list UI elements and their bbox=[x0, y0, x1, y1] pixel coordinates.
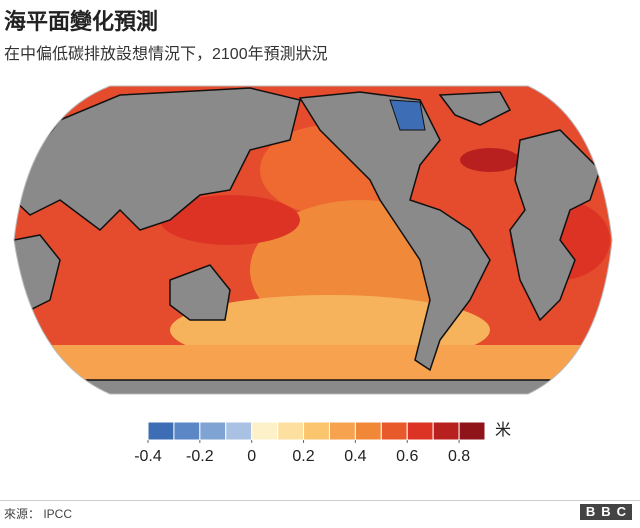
tick-label: 0 bbox=[247, 448, 256, 465]
color-bin bbox=[354, 421, 382, 441]
color-bin bbox=[303, 421, 330, 441]
footer-rule bbox=[0, 500, 640, 501]
tick-label: 0.4 bbox=[344, 448, 366, 465]
color-bin bbox=[406, 421, 434, 441]
map-body bbox=[14, 86, 612, 394]
color-bin bbox=[225, 421, 253, 441]
color-bin bbox=[328, 421, 356, 441]
map-outline bbox=[13, 85, 613, 395]
title: 海平面變化預測 bbox=[4, 9, 159, 34]
color-bin bbox=[432, 421, 460, 441]
color-bin bbox=[251, 421, 279, 441]
color-bar: -0.4 -0.2 0 0.2 0.4 0.6 0.8 米 bbox=[134, 421, 511, 465]
unit-label: 米 bbox=[495, 421, 511, 439]
tick-label: -0.4 bbox=[134, 448, 162, 465]
color-bin bbox=[458, 421, 486, 441]
logo: BBC bbox=[579, 504, 632, 520]
color-bin bbox=[380, 421, 408, 441]
map: -0.4 -0.2 0 0.2 0.4 0.6 0.8 米 bbox=[13, 85, 613, 465]
color-bin bbox=[199, 421, 227, 441]
tick-label: 0.8 bbox=[448, 448, 470, 465]
color-bin bbox=[173, 421, 201, 441]
subtitle: 在中偏低碳排放設想情況下，2100年預測狀況 bbox=[4, 46, 328, 63]
source: 來源： IPCC bbox=[4, 507, 73, 521]
tick-label: -0.2 bbox=[186, 448, 214, 465]
color-bin bbox=[147, 421, 175, 441]
tick-label: 0.2 bbox=[292, 448, 314, 465]
tick-label: 0.6 bbox=[396, 448, 418, 465]
color-bin bbox=[277, 421, 305, 441]
